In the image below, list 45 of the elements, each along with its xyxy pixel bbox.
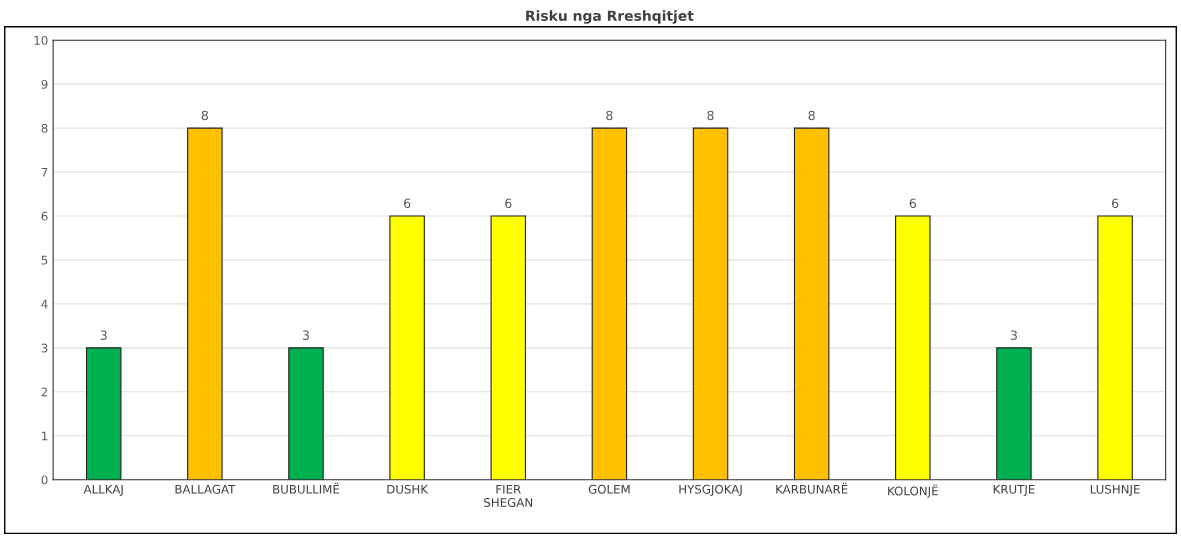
y-tick-label: 6	[41, 211, 48, 221]
data-label: 8	[707, 110, 714, 121]
bar	[85, 347, 122, 480]
y-tick-label: 7	[41, 167, 48, 177]
bar	[1097, 215, 1133, 480]
data-label: 8	[808, 110, 815, 121]
chart-title: Risku nga Rreshqitjet	[526, 10, 694, 24]
x-tick-label: BALLAGAT	[175, 484, 236, 494]
x-tick-label: KOLONJË	[888, 484, 938, 498]
y-tick-label: 4	[41, 299, 48, 309]
bar	[288, 347, 324, 480]
bar	[591, 127, 628, 480]
bar	[793, 127, 830, 480]
data-label: 3	[302, 330, 309, 340]
bar	[692, 127, 729, 480]
y-tick-label: 9	[41, 79, 48, 89]
y-tick-label: 2	[41, 387, 48, 397]
data-label: 8	[201, 110, 208, 121]
x-tick-label: LUSHNJE	[1090, 484, 1140, 496]
y-tick-label: 10	[34, 35, 48, 45]
data-label: 3	[100, 330, 107, 340]
x-tick-label: BUBULLIMË	[273, 482, 340, 494]
y-tick-label: 0	[41, 475, 48, 485]
x-tick-label: HYSGJOKAJ	[679, 484, 742, 496]
y-tick-label: 5	[41, 255, 48, 265]
x-tick-label: ALLKAJ	[83, 484, 123, 496]
y-tick-label: 1	[42, 431, 48, 441]
data-label: 6	[505, 198, 512, 209]
data-label: 6	[909, 198, 916, 209]
bar	[187, 127, 223, 480]
bar	[490, 215, 527, 480]
data-label: 6	[404, 198, 411, 209]
x-tick-label: KRUTJE	[993, 484, 1035, 496]
x-tick-label: DUSHK	[387, 484, 429, 494]
x-tick-label: GOLEM	[588, 484, 630, 494]
data-label: 3	[1010, 330, 1017, 340]
x-tick-label: KARBUNARË	[776, 482, 848, 494]
bar	[389, 215, 425, 480]
y-tick-label: 8	[41, 123, 48, 133]
bar	[996, 347, 1032, 480]
x-tick-label: FIER SHEGAN	[484, 484, 533, 507]
bar	[895, 215, 931, 480]
data-label: 6	[1111, 198, 1119, 209]
y-tick-label: 3	[41, 343, 48, 353]
data-label: 8	[606, 110, 613, 121]
